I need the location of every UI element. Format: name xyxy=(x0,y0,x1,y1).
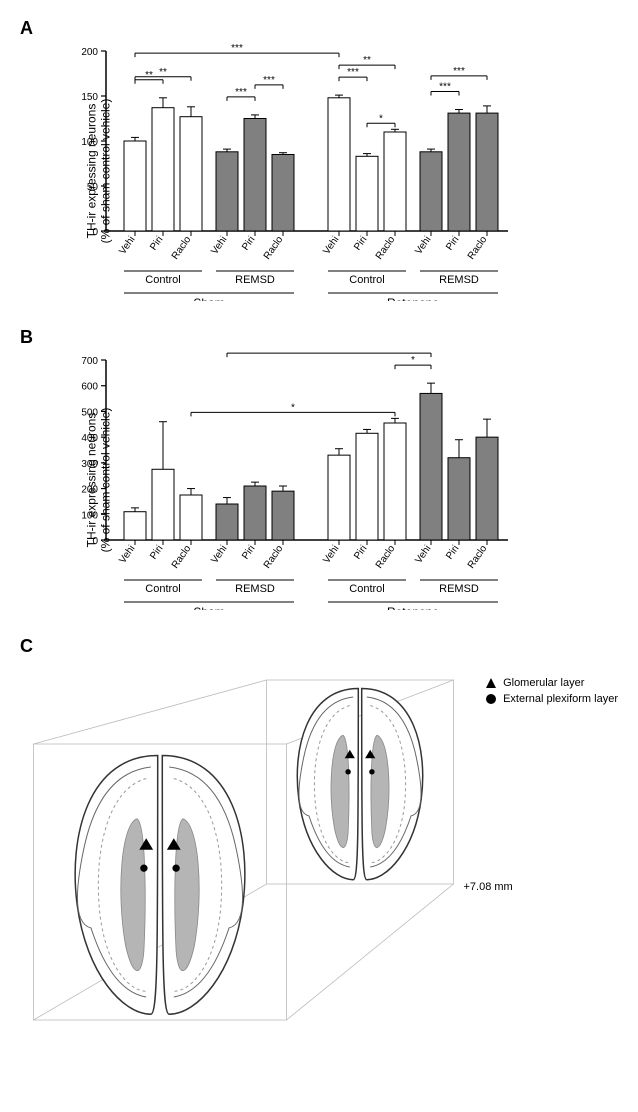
legend-glomerular: Glomerular layer xyxy=(485,677,618,689)
svg-text:Vehi: Vehi xyxy=(413,234,433,256)
svg-text:***: *** xyxy=(347,67,359,78)
svg-text:Raclo: Raclo xyxy=(374,234,398,262)
panel-a-label: A xyxy=(20,18,618,39)
svg-text:Piri: Piri xyxy=(444,543,461,561)
svg-text:REMSD: REMSD xyxy=(235,274,275,286)
chart-b-svg: 0100200300400500600700VehiPiriRacloVehiP… xyxy=(70,350,590,610)
svg-text:***: *** xyxy=(231,43,243,54)
svg-text:Piri: Piri xyxy=(240,543,257,561)
svg-text:REMSD: REMSD xyxy=(235,583,275,595)
svg-text:***: *** xyxy=(235,87,247,98)
chart-a-svg: 050100150200VehiPiriRacloVehiPiriRacloVe… xyxy=(70,41,590,301)
panel-b-chart: TH-ir expressing neurons (% of sham cont… xyxy=(70,350,618,610)
svg-text:Vehi: Vehi xyxy=(117,543,137,565)
svg-text:Vehi: Vehi xyxy=(117,234,137,256)
svg-text:Raclo: Raclo xyxy=(170,234,194,262)
svg-text:***: *** xyxy=(323,350,335,354)
svg-text:Vehi: Vehi xyxy=(321,543,341,565)
y-title-line2-b: (% of sham control vehicle) xyxy=(98,408,112,553)
svg-text:REMSD: REMSD xyxy=(439,583,479,595)
svg-text:Control: Control xyxy=(349,583,384,595)
circle-icon xyxy=(485,693,497,705)
panel-c-label: C xyxy=(20,636,618,657)
svg-text:Raclo: Raclo xyxy=(262,543,286,571)
svg-text:Raclo: Raclo xyxy=(170,543,194,571)
svg-text:Piri: Piri xyxy=(148,543,165,561)
svg-text:+7.08 mm: +7.08 mm xyxy=(464,881,513,893)
svg-text:**: ** xyxy=(363,55,371,66)
y-title-line1-a: TH-ir expressing neurons xyxy=(84,104,98,239)
svg-text:*: * xyxy=(379,113,383,124)
legend-external: External plexiform layer xyxy=(485,693,618,705)
svg-text:REMSD: REMSD xyxy=(439,274,479,286)
svg-text:700: 700 xyxy=(81,356,98,367)
svg-text:**: ** xyxy=(159,67,167,78)
panel-b-label: B xyxy=(20,327,618,348)
svg-text:Vehi: Vehi xyxy=(209,543,229,565)
svg-text:Raclo: Raclo xyxy=(374,543,398,571)
panel-c-area: Glomerular layer External plexiform laye… xyxy=(20,667,618,1037)
svg-text:600: 600 xyxy=(81,382,98,393)
svg-text:Raclo: Raclo xyxy=(262,234,286,262)
svg-text:**: ** xyxy=(145,70,153,81)
svg-text:*: * xyxy=(291,402,295,413)
svg-text:Piri: Piri xyxy=(352,543,369,561)
svg-text:Piri: Piri xyxy=(148,234,165,252)
svg-text:*: * xyxy=(411,355,415,366)
svg-text:***: *** xyxy=(439,82,451,93)
svg-text:Raclo: Raclo xyxy=(466,543,490,571)
panel-a-chart: TH-ir expressing neurons (% of sham cont… xyxy=(70,41,618,301)
legend-external-text: External plexiform layer xyxy=(503,693,618,705)
svg-text:Vehi: Vehi xyxy=(209,234,229,256)
triangle-icon xyxy=(485,677,497,689)
svg-text:Control: Control xyxy=(349,274,384,286)
diagram-c-svg: +7.08 mm+7.56 mm xyxy=(20,667,580,1027)
legend-glomerular-text: Glomerular layer xyxy=(503,677,584,689)
svg-text:***: *** xyxy=(263,75,275,86)
svg-text:Sham: Sham xyxy=(193,605,224,610)
svg-text:Vehi: Vehi xyxy=(321,234,341,256)
panel-b-y-title: TH-ir expressing neurons (% of sham cont… xyxy=(84,408,112,553)
svg-text:Vehi: Vehi xyxy=(413,543,433,565)
svg-text:Control: Control xyxy=(145,583,180,595)
svg-text:Piri: Piri xyxy=(352,234,369,252)
svg-text:Sham: Sham xyxy=(193,296,224,301)
y-title-line1-b: TH-ir expressing neurons xyxy=(84,413,98,548)
y-title-line2-a: (% of sham control vehicle) xyxy=(98,99,112,244)
svg-text:Piri: Piri xyxy=(444,234,461,252)
svg-text:Raclo: Raclo xyxy=(466,234,490,262)
svg-text:Rotenone: Rotenone xyxy=(387,296,439,301)
svg-text:Control: Control xyxy=(145,274,180,286)
panel-c-legend: Glomerular layer External plexiform laye… xyxy=(485,677,618,709)
svg-text:Piri: Piri xyxy=(240,234,257,252)
svg-text:200: 200 xyxy=(81,47,98,58)
figure-root: A TH-ir expressing neurons (% of sham co… xyxy=(0,0,638,1057)
svg-text:***: *** xyxy=(453,66,465,77)
panel-a-y-title: TH-ir expressing neurons (% of sham cont… xyxy=(84,99,112,244)
svg-text:Rotenone: Rotenone xyxy=(387,605,439,610)
